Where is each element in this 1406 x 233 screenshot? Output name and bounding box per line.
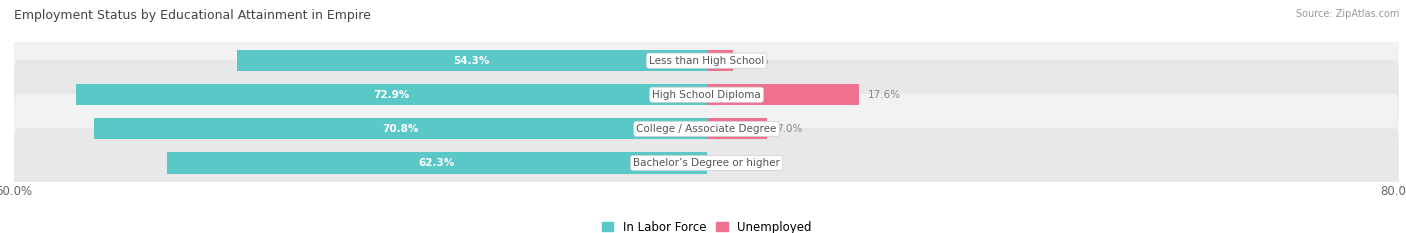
Bar (707, 84, 859, 105)
Text: Bachelor’s Degree or higher: Bachelor’s Degree or higher (633, 158, 780, 168)
Text: Employment Status by Educational Attainment in Empire: Employment Status by Educational Attainm… (14, 9, 371, 22)
Text: College / Associate Degree: College / Associate Degree (637, 124, 776, 134)
Text: 0.0%: 0.0% (716, 158, 741, 168)
Text: 54.3%: 54.3% (453, 56, 489, 66)
Bar (236, 50, 707, 71)
Bar (76, 84, 707, 105)
Bar (707, 118, 768, 140)
FancyBboxPatch shape (14, 26, 1399, 96)
Bar (94, 118, 707, 140)
Text: 3.1%: 3.1% (742, 56, 769, 66)
Text: 62.3%: 62.3% (419, 158, 456, 168)
FancyBboxPatch shape (14, 60, 1399, 130)
Text: 17.6%: 17.6% (868, 90, 901, 100)
Bar (707, 50, 734, 71)
Text: High School Diploma: High School Diploma (652, 90, 761, 100)
FancyBboxPatch shape (14, 94, 1399, 164)
Text: Less than High School: Less than High School (650, 56, 763, 66)
Text: 72.9%: 72.9% (373, 90, 409, 100)
Legend: In Labor Force, Unemployed: In Labor Force, Unemployed (596, 216, 817, 233)
Text: Source: ZipAtlas.com: Source: ZipAtlas.com (1295, 9, 1399, 19)
Bar (167, 152, 707, 174)
FancyBboxPatch shape (14, 128, 1399, 198)
Text: 7.0%: 7.0% (776, 124, 803, 134)
Text: 70.8%: 70.8% (382, 124, 419, 134)
